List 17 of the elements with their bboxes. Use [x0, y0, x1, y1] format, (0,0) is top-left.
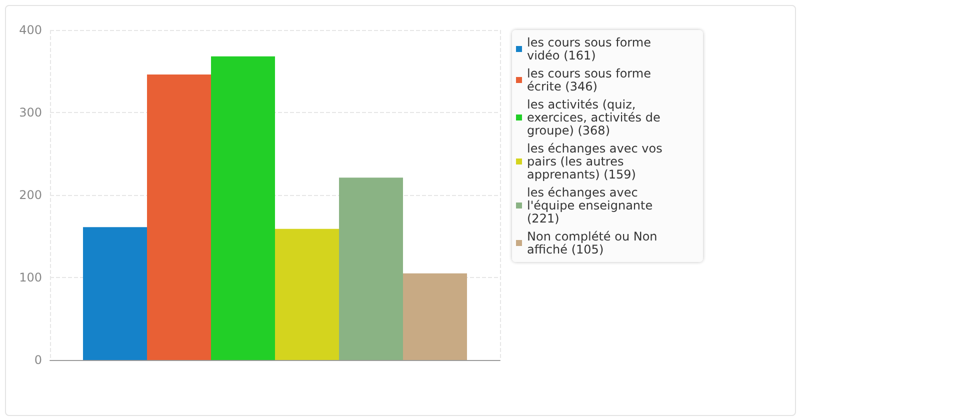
legend-label: Non complété ou Non affiché (105): [527, 230, 662, 256]
y-tick-label: 400: [19, 23, 42, 37]
bar: [211, 56, 275, 360]
bar: [147, 74, 211, 360]
bar: [275, 228, 339, 360]
legend-label: les activités (quiz, exercices, activités de groupe) (368): [527, 98, 664, 138]
bar: [339, 178, 403, 360]
y-tick-label: 0: [34, 353, 42, 367]
bar: [83, 227, 147, 360]
legend-label: les échanges avec vos pairs (les autres apprenants) (159): [527, 142, 666, 182]
y-tick-label: 200: [19, 188, 42, 202]
y-tick-label: 300: [19, 106, 42, 120]
bar: [403, 273, 467, 360]
y-tick-label: 100: [19, 270, 42, 284]
legend-label: les cours sous forme vidéo (161): [527, 36, 655, 62]
legend-label: les échanges avec l'équipe enseignante (221): [527, 186, 656, 226]
legend-label: les cours sous forme écrite (346): [527, 66, 655, 94]
